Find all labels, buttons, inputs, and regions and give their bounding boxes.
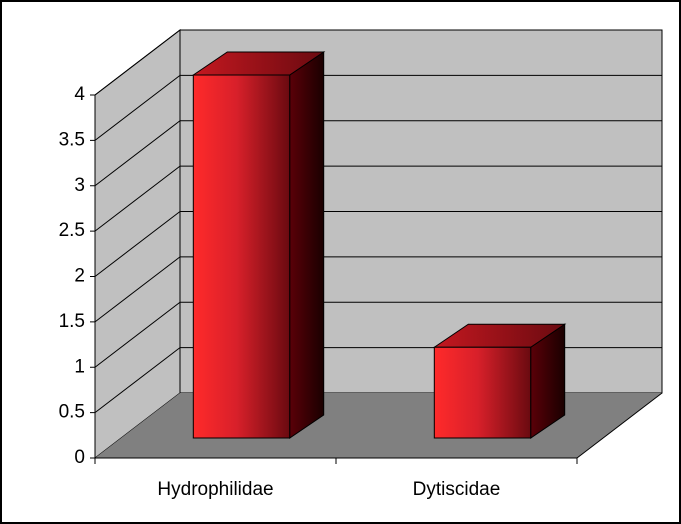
y-tick-label: 1.5 xyxy=(59,311,85,332)
y-tick-label: 2.5 xyxy=(59,220,85,241)
floor-edge xyxy=(576,392,663,459)
bar-side xyxy=(289,51,325,439)
x-tick-label: Dytiscidae xyxy=(413,479,501,500)
y-tick-label: 4 xyxy=(74,84,85,105)
x-tick-label: Hydrophilidae xyxy=(157,479,273,500)
y-tick-label: 3.5 xyxy=(59,129,85,150)
grid-line xyxy=(94,29,181,96)
grid-line xyxy=(94,347,181,414)
y-tick-label: 0.5 xyxy=(59,402,85,423)
grid-line xyxy=(94,301,181,368)
grid-line xyxy=(94,211,181,277)
grid-line xyxy=(94,165,181,232)
y-tick-label: 1 xyxy=(74,356,85,377)
bar xyxy=(192,74,291,439)
grid-line xyxy=(94,256,181,323)
floor xyxy=(95,393,662,458)
bar xyxy=(433,346,532,439)
y-tick-label: 0 xyxy=(74,447,85,468)
y-tick-label: 3 xyxy=(74,175,85,196)
grid-line xyxy=(94,120,181,187)
y-tick-label: 2 xyxy=(74,266,85,287)
grid-line xyxy=(94,74,181,141)
